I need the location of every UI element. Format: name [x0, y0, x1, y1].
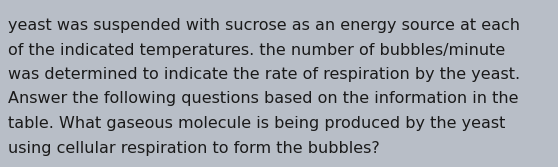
Text: was determined to indicate the rate of respiration by the yeast.: was determined to indicate the rate of r…	[8, 67, 520, 82]
Text: using cellular respiration to form the bubbles?: using cellular respiration to form the b…	[8, 140, 380, 155]
Text: of the indicated temperatures. the number of bubbles/minute: of the indicated temperatures. the numbe…	[8, 42, 505, 57]
Text: table. What gaseous molecule is being produced by the yeast: table. What gaseous molecule is being pr…	[8, 116, 506, 131]
Text: Answer the following questions based on the information in the: Answer the following questions based on …	[8, 92, 518, 107]
Text: yeast was suspended with sucrose as an energy source at each: yeast was suspended with sucrose as an e…	[8, 18, 520, 33]
